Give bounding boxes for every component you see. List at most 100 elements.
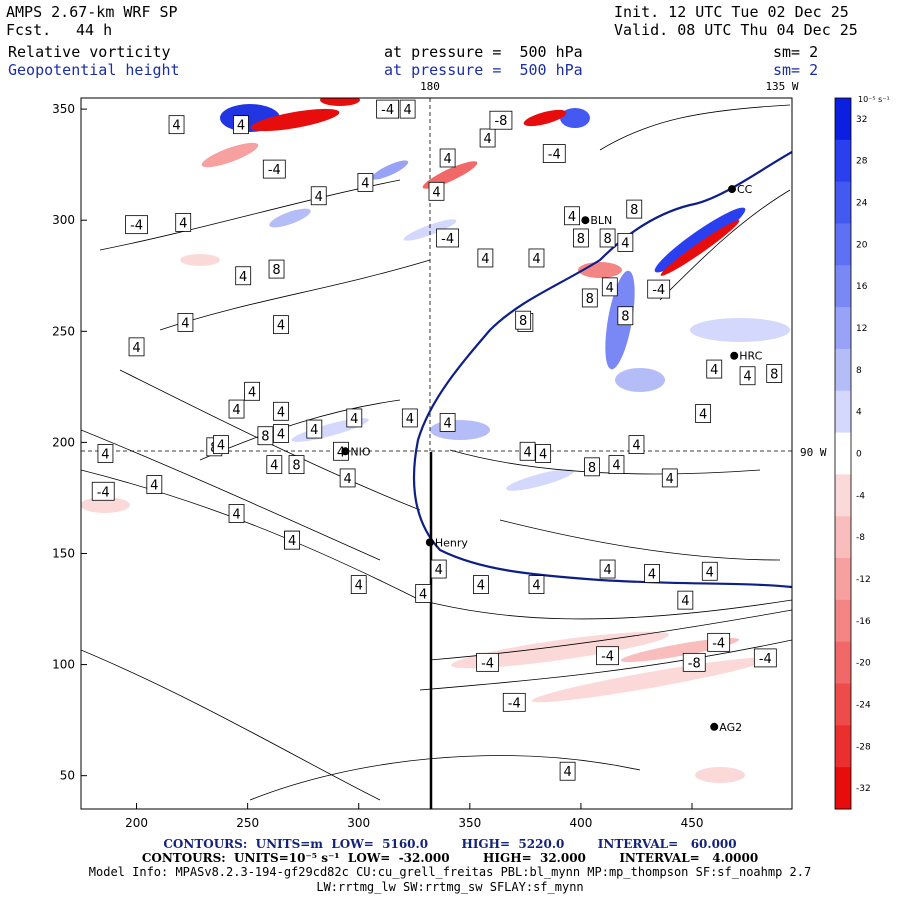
contour-label: 4 bbox=[237, 119, 245, 134]
contour-label: -4 bbox=[759, 652, 772, 667]
colorbar-swatch bbox=[835, 181, 851, 224]
contour-label: 4 bbox=[621, 236, 629, 251]
colorbar-swatch bbox=[835, 432, 851, 475]
colorbar-swatch bbox=[835, 683, 851, 726]
contour-label: -4 bbox=[481, 656, 494, 671]
contour-label-box bbox=[401, 408, 418, 428]
contour-label-box bbox=[266, 455, 283, 475]
contour-label-box bbox=[428, 181, 445, 201]
contour-label: -4 bbox=[441, 232, 454, 247]
contour-label: 8 bbox=[621, 310, 629, 325]
colorbar-swatch bbox=[835, 98, 851, 141]
contour-label: -4 bbox=[381, 103, 394, 118]
contour-label: 4 bbox=[523, 445, 531, 460]
contour-label: 4 bbox=[606, 281, 614, 296]
contour-label: 8 bbox=[261, 430, 269, 445]
contour-label-box bbox=[273, 401, 289, 421]
contour-label: 4 bbox=[699, 408, 707, 423]
colorbar-level-label: 16 bbox=[856, 282, 868, 292]
forecast-hours: 44 h bbox=[76, 21, 113, 39]
contour-label-box bbox=[626, 199, 643, 219]
colorbar-level-label: -24 bbox=[856, 700, 871, 710]
colorbar-level-label: -28 bbox=[856, 742, 871, 752]
contour-label: 4 bbox=[150, 479, 158, 494]
contour-label-box bbox=[596, 646, 619, 666]
station-marker bbox=[710, 722, 719, 731]
contour-label: 4 bbox=[232, 507, 240, 522]
contour-label-box bbox=[573, 228, 589, 248]
geopotential-contour bbox=[412, 151, 792, 589]
colorbar-swatch bbox=[835, 139, 851, 183]
colorbar-swatch bbox=[835, 641, 851, 685]
y-axis: 350 300 250 200 150 100 50 bbox=[52, 102, 87, 783]
vorticity-contours bbox=[81, 104, 792, 801]
contour-label-box bbox=[766, 364, 783, 383]
contour-label: -4 bbox=[601, 650, 614, 665]
field2-smoothing: sm= 2 bbox=[773, 61, 819, 79]
colorbar-level-label: 8 bbox=[856, 366, 862, 376]
contour-label-box bbox=[228, 504, 245, 523]
contour-label-box bbox=[661, 468, 678, 488]
contour-label-box bbox=[476, 652, 500, 672]
y-tick-label: 250 bbox=[52, 324, 75, 338]
contour-label-box bbox=[628, 435, 645, 455]
contour-label-box bbox=[489, 110, 513, 130]
colorbar: 32 28 24 20 16 12 8 4 0 -4 -8 -12 -16 -20 -24 -28 -32 bbox=[834, 97, 871, 810]
footer-physics-info: LW:rrtmg_lw SW:rrtmg_sw SFLAY:sf_mynn bbox=[316, 880, 584, 894]
x-tick-label: 400 bbox=[569, 816, 592, 830]
field2-level: at pressure = 500 hPa bbox=[384, 61, 583, 79]
colorbar-level-label: 12 bbox=[856, 324, 867, 334]
parallel-label-90w: 90 W bbox=[800, 446, 827, 459]
meridian-label-135w: 135 W bbox=[765, 80, 798, 93]
contour-label: 4 bbox=[277, 319, 285, 334]
contour-label-box bbox=[213, 435, 229, 455]
model-title: AMPS 2.67-km WRF SP bbox=[6, 3, 178, 21]
x-tick-label: 300 bbox=[347, 816, 370, 830]
station-label: HRC bbox=[739, 350, 762, 363]
field1-name: Relative vorticity bbox=[8, 43, 171, 61]
contour-label: 4 bbox=[270, 459, 278, 474]
contour-label-box bbox=[430, 559, 447, 579]
contour-label-box bbox=[288, 455, 305, 475]
contour-labels-layer: 44-44-44448844844444444444484-444444-444… bbox=[91, 99, 783, 781]
contour-label: -8 bbox=[494, 114, 507, 129]
contour-label-box bbox=[479, 128, 496, 148]
contour-label-box bbox=[695, 404, 712, 423]
contour-label: 4 bbox=[355, 579, 363, 594]
contour-label: 4 bbox=[612, 459, 620, 474]
y-tick-label: 100 bbox=[52, 658, 75, 672]
contour-label-box bbox=[706, 359, 723, 379]
colorbar-swatch bbox=[835, 558, 851, 601]
contour-label-box bbox=[262, 159, 286, 179]
contour-label-box bbox=[559, 761, 576, 781]
contour-label: 4 bbox=[101, 448, 109, 463]
contour-label: 8 bbox=[630, 203, 638, 218]
contour-label: 4 bbox=[666, 472, 674, 487]
y-tick-label: 50 bbox=[60, 769, 75, 783]
contour-label-box bbox=[346, 408, 363, 428]
contour-label-box bbox=[581, 288, 598, 308]
contour-label: 4 bbox=[443, 416, 451, 431]
contour-label-box bbox=[168, 115, 185, 135]
colorbar-swatch bbox=[835, 348, 851, 392]
contour-label: 4 bbox=[337, 445, 345, 460]
contour-label: 8 bbox=[577, 232, 585, 247]
contour-label-box bbox=[306, 419, 323, 439]
y-tick-label: 350 bbox=[52, 102, 75, 116]
colorbar-level-label: -20 bbox=[856, 659, 871, 669]
contour-label-box bbox=[91, 481, 115, 501]
vorticity-shading bbox=[81, 98, 790, 783]
contour-label-box bbox=[268, 259, 285, 279]
contour-label-box bbox=[436, 228, 460, 248]
y-tick-label: 150 bbox=[52, 546, 75, 560]
contour-label: 4 bbox=[481, 252, 489, 267]
colorbar-swatch bbox=[835, 767, 851, 810]
colorbar-unit: 10⁻⁵ s⁻¹ bbox=[858, 95, 890, 104]
colorbar-swatch bbox=[835, 725, 851, 768]
contour-label: 8 bbox=[519, 314, 527, 329]
contour-label: 4 bbox=[743, 370, 751, 385]
y-tick-label: 300 bbox=[52, 213, 75, 227]
contour-label-box bbox=[682, 652, 706, 672]
valid-time: Valid. 08 UTC Thu 04 Dec 25 bbox=[614, 21, 858, 39]
